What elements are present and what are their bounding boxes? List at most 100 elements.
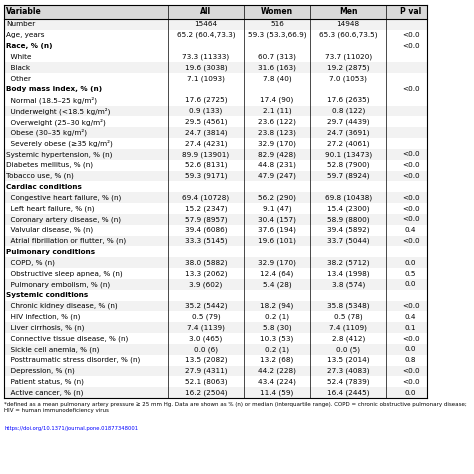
Text: 2.1 (11): 2.1 (11) <box>263 108 292 114</box>
Text: 29.5 (4561): 29.5 (4561) <box>185 118 227 125</box>
Text: 31.6 (163): 31.6 (163) <box>258 64 296 71</box>
Text: White: White <box>7 54 32 60</box>
Text: 3.8 (574): 3.8 (574) <box>331 281 365 288</box>
Text: P val: P val <box>400 8 421 16</box>
Bar <box>4 41 427 52</box>
Text: 69.8 (10438): 69.8 (10438) <box>325 194 372 201</box>
Text: 73.7 (11020): 73.7 (11020) <box>325 54 372 60</box>
Text: 89.9 (13901): 89.9 (13901) <box>182 151 229 158</box>
Text: 0.4: 0.4 <box>405 227 417 233</box>
Text: <0.0: <0.0 <box>402 32 419 38</box>
Text: 13.2 (68): 13.2 (68) <box>260 357 294 364</box>
Text: 5.4 (28): 5.4 (28) <box>263 281 292 288</box>
Bar <box>4 182 427 192</box>
Text: 516: 516 <box>270 21 284 27</box>
Text: COPD, % (n): COPD, % (n) <box>7 259 55 266</box>
Text: 2.8 (412): 2.8 (412) <box>331 335 365 342</box>
Text: <0.0: <0.0 <box>402 162 419 168</box>
Text: 35.2 (5442): 35.2 (5442) <box>185 303 227 310</box>
Text: 27.2 (4061): 27.2 (4061) <box>327 140 369 147</box>
Text: Black: Black <box>7 65 31 71</box>
Text: Variable: Variable <box>7 8 42 16</box>
Text: 32.9 (170): 32.9 (170) <box>258 259 296 266</box>
Bar <box>4 225 427 236</box>
Text: All: All <box>201 8 211 16</box>
Text: 39.4 (5892): 39.4 (5892) <box>327 227 369 234</box>
Text: <0.0: <0.0 <box>402 86 419 92</box>
Bar <box>4 19 427 30</box>
Bar <box>4 301 427 311</box>
Text: 30.4 (157): 30.4 (157) <box>258 216 296 223</box>
Text: https://doi.org/10.1371/journal.pone.01877348001: https://doi.org/10.1371/journal.pone.018… <box>4 426 138 431</box>
Text: 5.8 (30): 5.8 (30) <box>263 325 292 331</box>
Text: Chronic kidney disease, % (n): Chronic kidney disease, % (n) <box>7 303 118 310</box>
Text: 13.5 (2014): 13.5 (2014) <box>327 357 369 364</box>
Text: Depression, % (n): Depression, % (n) <box>7 368 75 374</box>
Text: 13.3 (2062): 13.3 (2062) <box>185 270 227 277</box>
Bar <box>4 106 427 117</box>
Bar <box>4 322 427 333</box>
Text: 60.7 (313): 60.7 (313) <box>258 54 296 60</box>
Bar <box>4 387 427 398</box>
Text: 23.8 (123): 23.8 (123) <box>258 129 296 136</box>
Text: 17.6 (2635): 17.6 (2635) <box>327 97 369 103</box>
Bar <box>4 138 427 149</box>
Text: 12.4 (64): 12.4 (64) <box>260 270 294 277</box>
Text: 0.9 (133): 0.9 (133) <box>189 108 222 114</box>
Text: Other: Other <box>7 75 31 82</box>
Text: Obstructive sleep apnea, % (n): Obstructive sleep apnea, % (n) <box>7 270 123 277</box>
Text: 7.8 (40): 7.8 (40) <box>263 75 292 82</box>
Bar <box>4 344 427 355</box>
Text: 37.6 (194): 37.6 (194) <box>258 227 296 234</box>
Text: 3.9 (602): 3.9 (602) <box>189 281 222 288</box>
Text: 17.4 (90): 17.4 (90) <box>260 97 294 103</box>
Text: Liver cirrhosis, % (n): Liver cirrhosis, % (n) <box>7 325 85 331</box>
Bar <box>4 279 427 290</box>
Bar <box>4 246 427 257</box>
Text: 52.4 (7839): 52.4 (7839) <box>327 379 369 385</box>
Bar <box>4 290 427 301</box>
Text: Severely obese (≥35 kg/m²): Severely obese (≥35 kg/m²) <box>7 140 113 147</box>
Text: 9.1 (47): 9.1 (47) <box>263 205 292 212</box>
Bar <box>4 333 427 344</box>
Text: 16.4 (2445): 16.4 (2445) <box>327 390 369 396</box>
Text: 65.2 (60.4,73.3): 65.2 (60.4,73.3) <box>177 32 235 38</box>
Text: <0.0: <0.0 <box>402 379 419 385</box>
Text: 56.2 (290): 56.2 (290) <box>258 194 296 201</box>
Text: Left heart failure, % (n): Left heart failure, % (n) <box>7 205 95 212</box>
Text: <0.0: <0.0 <box>402 43 419 49</box>
Text: 38.2 (5712): 38.2 (5712) <box>327 259 369 266</box>
Text: Systemic hypertension, % (n): Systemic hypertension, % (n) <box>7 151 113 158</box>
Text: 19.6 (101): 19.6 (101) <box>258 238 296 244</box>
Text: <0.0: <0.0 <box>402 173 419 179</box>
Text: 27.3 (4083): 27.3 (4083) <box>327 368 369 374</box>
Text: 32.9 (170): 32.9 (170) <box>258 140 296 147</box>
Text: Tobacco use, % (n): Tobacco use, % (n) <box>7 173 74 179</box>
Text: 14948: 14948 <box>337 21 360 27</box>
Text: 0.0: 0.0 <box>405 390 417 396</box>
Bar <box>4 192 427 203</box>
Text: Diabetes mellitus, % (n): Diabetes mellitus, % (n) <box>7 162 93 168</box>
Text: 0.0 (6): 0.0 (6) <box>194 346 218 353</box>
Text: <0.0: <0.0 <box>402 238 419 244</box>
Text: 7.0 (1053): 7.0 (1053) <box>329 75 367 82</box>
Text: 24.7 (3691): 24.7 (3691) <box>327 129 369 136</box>
Text: <0.0: <0.0 <box>402 336 419 342</box>
Text: 3.0 (465): 3.0 (465) <box>189 335 222 342</box>
Text: 10.3 (53): 10.3 (53) <box>260 335 294 342</box>
Text: 13.4 (1998): 13.4 (1998) <box>327 270 369 277</box>
Text: Age, years: Age, years <box>7 32 45 38</box>
Text: 17.6 (2725): 17.6 (2725) <box>185 97 227 103</box>
Bar <box>4 355 427 365</box>
Text: 19.2 (2875): 19.2 (2875) <box>327 64 369 71</box>
Text: Race, % (n): Race, % (n) <box>7 43 53 49</box>
Text: Underweight (<18.5 kg/m²): Underweight (<18.5 kg/m²) <box>7 107 111 115</box>
Bar <box>4 268 427 279</box>
Text: Connective tissue disease, % (n): Connective tissue disease, % (n) <box>7 335 129 342</box>
Text: Systemic conditions: Systemic conditions <box>7 292 89 298</box>
Text: 24.7 (3814): 24.7 (3814) <box>185 129 227 136</box>
Text: 58.9 (8800): 58.9 (8800) <box>327 216 369 223</box>
Text: 7.1 (1093): 7.1 (1093) <box>187 75 225 82</box>
Text: 43.4 (224): 43.4 (224) <box>258 379 296 385</box>
Text: Normal (18.5–25 kg/m²): Normal (18.5–25 kg/m²) <box>7 97 98 104</box>
